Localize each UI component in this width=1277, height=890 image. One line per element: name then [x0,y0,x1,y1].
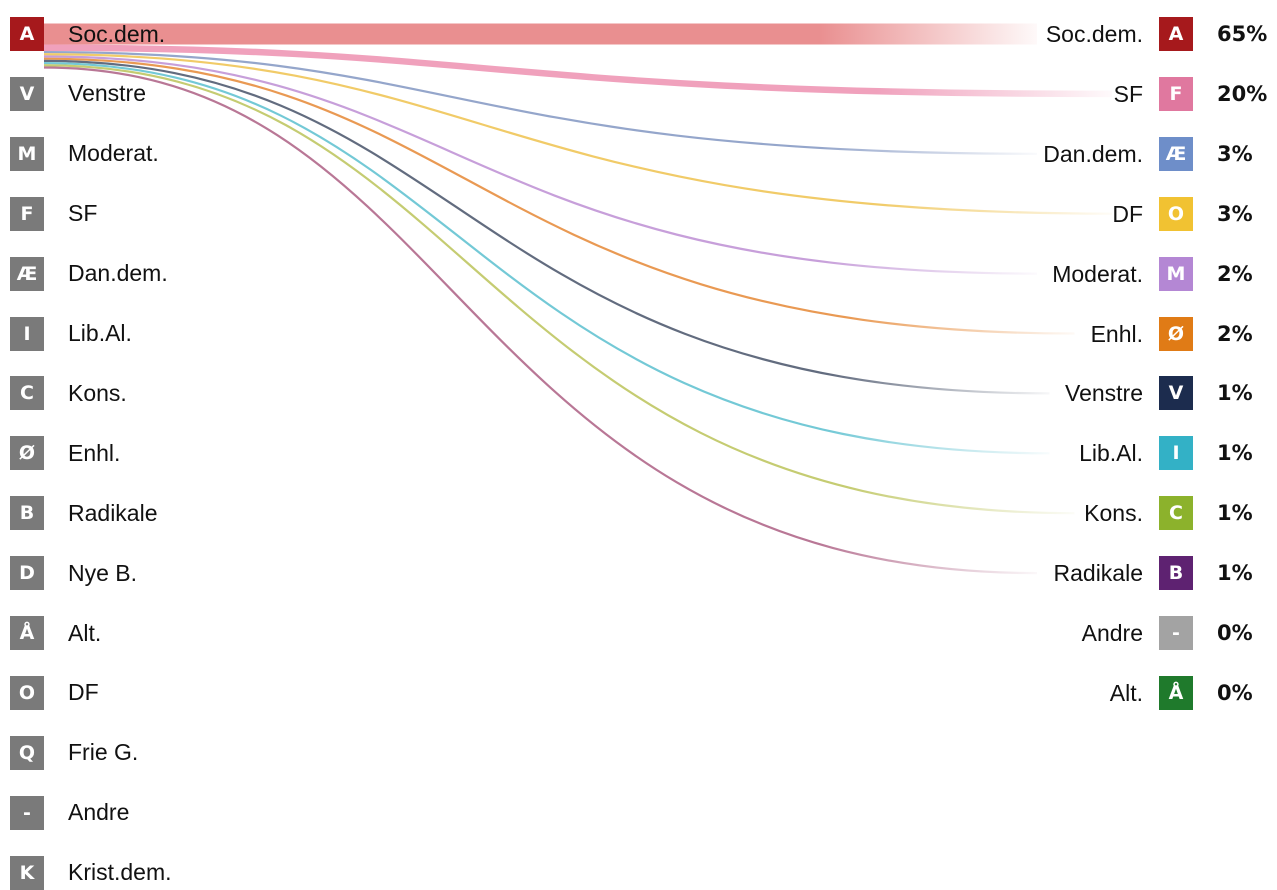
target-percentage-label: 3% [1217,141,1253,166]
left-party-label: Radikale [68,499,158,526]
target-party-label: Alt. [1109,679,1143,706]
flow-lib-al--path [43,61,1050,455]
flow-venstre-path [43,59,1050,395]
left-party-label: Enhl. [68,439,121,466]
left-party-badge: O [10,675,44,710]
target-percentage-label: 3% [1217,201,1253,226]
target-party-badge: O [1159,196,1193,231]
target-percentage-label: 1% [1217,441,1253,466]
left-party-row: K Krist.dem. [10,855,310,890]
left-party-row: M Moderat. [10,136,310,171]
flow-dan-dem--path [43,50,1038,155]
left-party-label: Nye B. [68,559,138,586]
left-party-label: Andre [68,799,130,826]
flow-moderat--path [43,55,1038,275]
target-party-badge: V [1159,376,1193,411]
left-party-badge: B [10,496,44,531]
left-party-badge: A [10,17,44,51]
left-party-row: Ø Enhl. [10,436,310,471]
left-party-row: Æ Dan.dem. [10,256,310,291]
flow-radikale-path [43,66,1038,575]
target-percentage-label: 2% [1217,261,1253,286]
target-party-badge: C [1159,496,1193,531]
target-percentage-label: 65% [1217,22,1268,46]
left-party-row: C Kons. [10,376,310,411]
left-party-label: Dan.dem. [68,260,168,287]
left-party-badge: M [10,136,44,171]
left-party-badge: - [10,795,44,830]
left-party-row: Q Frie G. [10,735,310,770]
left-party-badge: Å [10,616,44,650]
target-party-label: Lib.Al. [1079,440,1143,467]
left-party-row: B Radikale [10,496,310,531]
target-party-badge: Å [1159,675,1193,710]
target-party-label: Andre [1081,620,1143,646]
target-party-label: Dan.dem. [1043,140,1143,167]
left-party-row: O DF [10,675,310,710]
left-party-label: Alt. [68,619,102,646]
left-party-row: A Soc.dem. [10,17,310,51]
left-party-badge: Q [10,735,44,770]
left-party-label: Lib.Al. [68,320,132,346]
target-percentage-label: 2% [1217,321,1253,346]
target-party-label: Moderat. [1052,260,1143,287]
left-party-badge: V [10,76,44,111]
left-party-badge: Ø [10,436,44,471]
left-party-label: Soc.dem. [68,20,166,47]
target-party-label: Kons. [1084,500,1143,527]
left-party-label: Kons. [68,379,127,406]
target-percentage-label: 0% [1217,621,1253,645]
left-party-label: Frie G. [68,739,139,766]
target-party-label: Soc.dem. [1045,21,1143,47]
target-party-label: DF [1112,200,1143,227]
left-party-row: V Venstre [10,76,310,111]
left-party-badge: C [10,376,44,411]
left-party-row: Å Alt. [10,616,310,650]
left-party-label: Krist.dem. [68,859,172,886]
target-party-label: Venstre [1065,380,1143,407]
flow-enhl--path [43,57,1075,335]
target-party-badge: - [1159,616,1193,650]
left-party-row: - Andre [10,795,310,830]
left-party-row: D Nye B. [10,556,310,591]
left-party-label: SF [68,200,98,227]
target-percentage-label: 1% [1217,501,1253,526]
target-percentage-label: 0% [1217,680,1253,705]
left-party-badge: K [10,855,44,890]
target-party-badge: B [1159,556,1193,591]
left-party-row: I Lib.Al. [10,316,310,351]
flow-df-path [43,53,1113,215]
target-party-label: Enhl. [1090,320,1143,347]
target-percentage-label: 1% [1217,381,1253,406]
target-percentage-label: 1% [1217,561,1253,586]
target-party-badge: Ø [1159,316,1193,351]
left-party-badge: Æ [10,256,44,291]
target-party-badge: A [1159,17,1193,51]
target-party-badge: Æ [1159,136,1193,171]
target-party-badge: I [1159,436,1193,471]
left-party-badge: I [10,316,44,351]
flow-kons--path [43,64,1075,515]
target-party-badge: F [1159,76,1193,111]
left-party-label: Venstre [68,80,146,107]
target-percentage-label: 20% [1217,81,1268,106]
left-party-badge: F [10,196,44,231]
flow-sf-path [43,44,1113,98]
left-party-row: F SF [10,196,310,231]
target-party-badge: M [1159,256,1193,291]
left-party-label: DF [68,679,99,706]
target-party-label: SF [1113,80,1143,107]
target-party-label: Radikale [1053,560,1144,587]
left-party-label: Moderat. [68,140,159,167]
left-party-badge: D [10,556,44,591]
